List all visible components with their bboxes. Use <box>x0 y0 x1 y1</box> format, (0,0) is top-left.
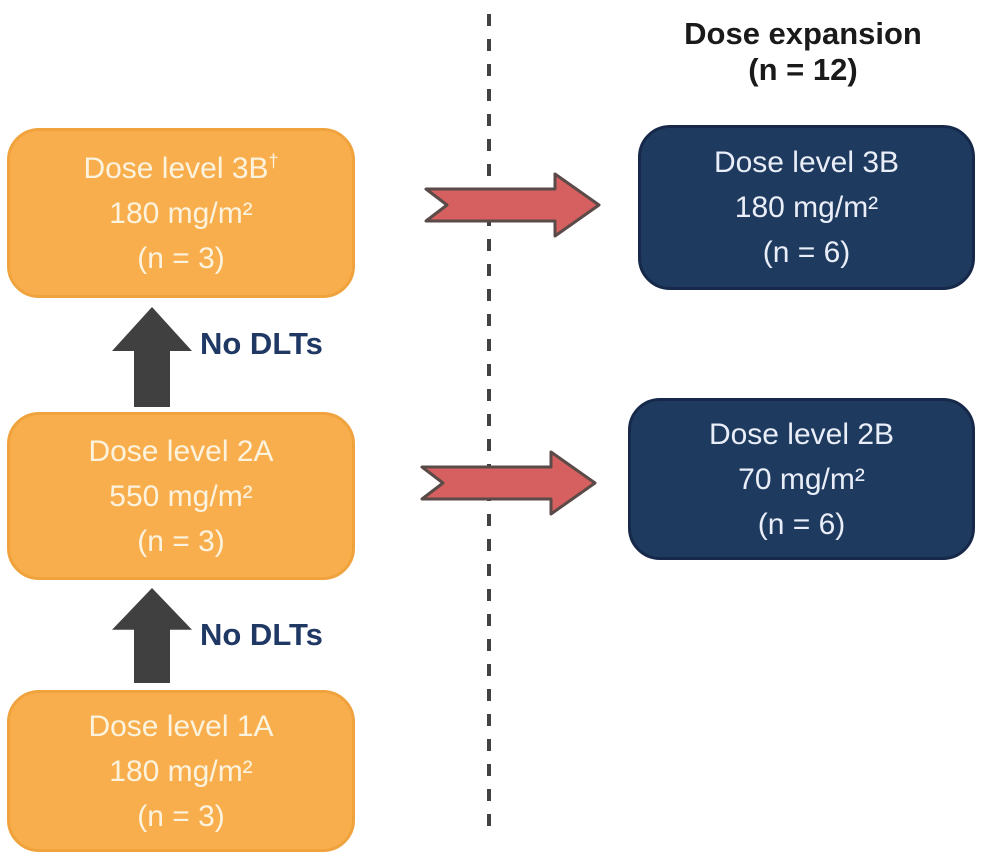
escalation-box-dose-level-1a: Dose level 1A 180 mg/m² (n = 3) <box>7 690 355 852</box>
no-dlts-label-upper: No DLTs <box>200 326 323 361</box>
up-arrow-icon <box>112 307 192 407</box>
escalation-box-dose-level-3b: Dose level 3B† 180 mg/m² (n = 3) <box>7 128 355 298</box>
escalation-box-dose-level-2a: Dose level 2A 550 mg/m² (n = 3) <box>7 412 355 580</box>
expansion-box-3b-n: (n = 6) <box>762 236 851 269</box>
escalation-box-2a-dose: 550 mg/m² <box>109 479 253 513</box>
expansion-box-dose-level-2b: Dose level 2B 70 mg/m² (n = 6) <box>628 398 975 560</box>
escalation-box-1a-dose: 180 mg/m² <box>109 754 253 788</box>
dagger-superscript: † <box>268 150 279 171</box>
expansion-box-3b-title: Dose level 3B <box>713 146 900 179</box>
dose-expansion-header-line1: Dose expansion <box>684 16 922 51</box>
expansion-box-dose-level-3b: Dose level 3B 180 mg/m² (n = 6) <box>638 125 975 290</box>
expansion-box-3b-dose: 180 mg/m² <box>734 191 879 224</box>
dose-expansion-header-line2: (n = 12) <box>748 51 858 87</box>
up-arrow-icon <box>112 588 192 683</box>
escalation-box-3b-title: Dose level 3B† <box>83 150 279 185</box>
right-arrow-icon <box>420 450 597 516</box>
expansion-box-2b-dose: 70 mg/m² <box>738 462 865 496</box>
escalation-box-1a-n: (n = 3) <box>137 799 225 833</box>
escalation-box-3b-dose: 180 mg/m² <box>109 196 253 230</box>
phase-divider-dashed-line <box>487 14 491 830</box>
escalation-box-2a-n: (n = 3) <box>137 524 225 558</box>
no-dlts-label-lower: No DLTs <box>200 617 323 652</box>
escalation-box-3b-n: (n = 3) <box>137 241 225 275</box>
dose-expansion-header: Dose expansion (n = 12) <box>640 16 966 87</box>
right-arrow-icon <box>424 172 601 238</box>
expansion-box-2b-title: Dose level 2B <box>708 417 895 451</box>
escalation-box-2a-title: Dose level 2A <box>88 434 274 468</box>
escalation-box-1a-title: Dose level 1A <box>88 709 274 743</box>
expansion-box-2b-n: (n = 6) <box>757 507 846 541</box>
